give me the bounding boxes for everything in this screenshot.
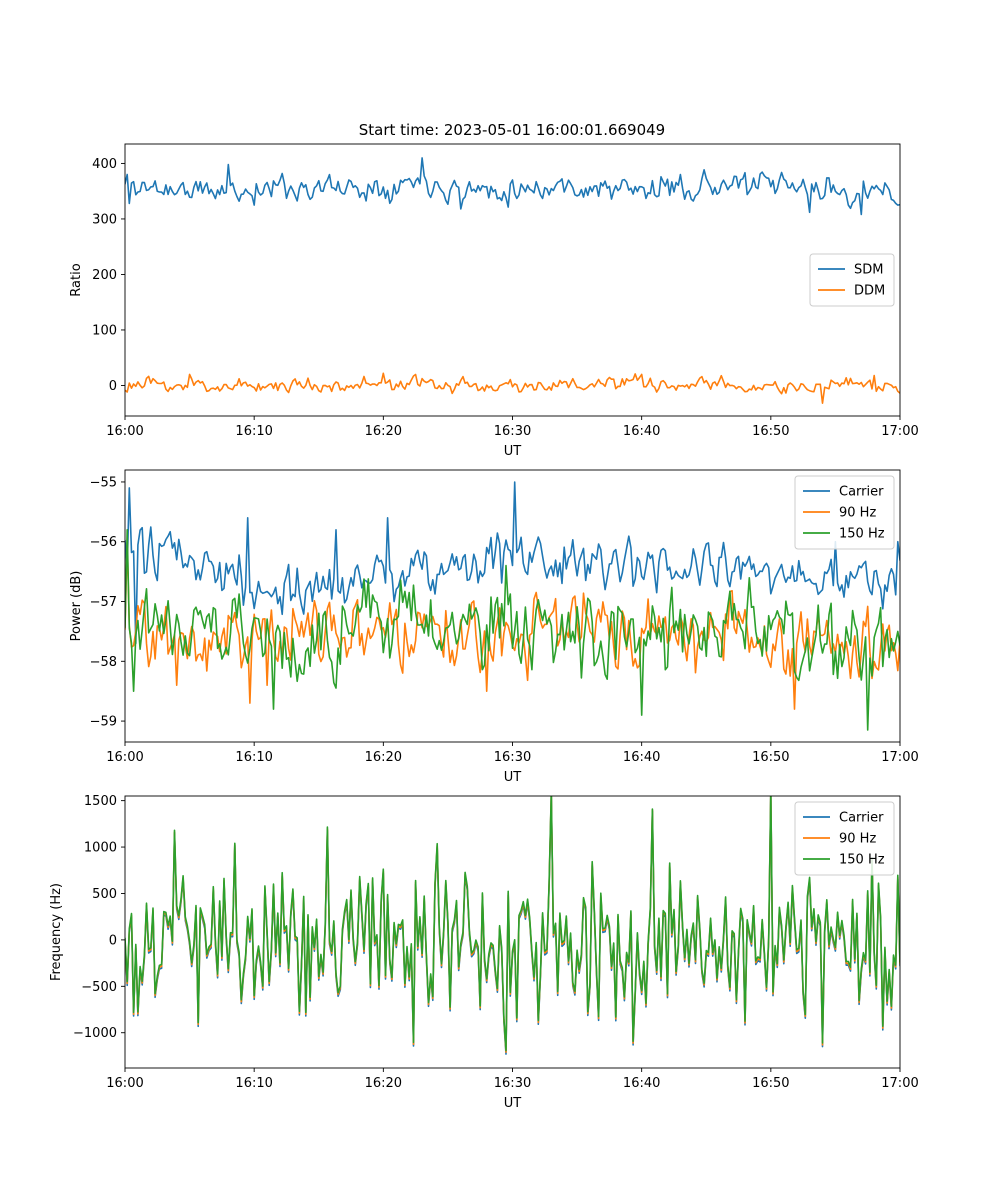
x-tick-label: 16:10	[235, 424, 272, 439]
legend-label: Carrier	[839, 485, 884, 500]
legend: Carrier 90 Hz 150 Hz	[794, 475, 895, 550]
y-axis-label: Ratio	[69, 263, 84, 296]
x-tick-label: 16:50	[752, 424, 789, 439]
y-axis-label: Frequency (Hz)	[49, 883, 64, 981]
legend-box	[794, 801, 895, 876]
figure-title: Start time: 2023-05-01 16:00:01.669049	[359, 121, 665, 139]
plots: 16:00 16:10 16:20 16:30 16:40 16:50 17:00 0 100 2…	[49, 143, 919, 1111]
y-tick-label: −55	[90, 475, 117, 490]
x-tick-label: 16:30	[494, 750, 531, 765]
x-tick-label: 16:20	[365, 750, 402, 765]
x-tick-label: 16:40	[623, 424, 660, 439]
series-line-carrier	[125, 481, 900, 645]
legend-label: 90 Hz	[839, 832, 876, 847]
legend: SDM DDM	[809, 253, 895, 307]
plot-area	[125, 481, 900, 731]
y-axis-label: Power (dB)	[69, 571, 84, 642]
x-tick-label: 16:50	[752, 1076, 789, 1091]
legend-label: SDM	[854, 263, 883, 278]
series-line-ddm	[125, 372, 900, 405]
y-tick-label: 0	[109, 379, 117, 394]
x-axis-label: UT	[504, 770, 522, 785]
x-tick-label: 16:00	[106, 750, 143, 765]
x-tick-label: 16:00	[106, 1076, 143, 1091]
x-tick-label: 16:40	[623, 750, 660, 765]
x-tick-label: 16:20	[365, 424, 402, 439]
legend-label: 150 Hz	[839, 527, 885, 542]
y-tick-label: 1000	[84, 841, 117, 856]
plot-area	[125, 157, 900, 405]
x-tick-label: 17:00	[881, 750, 918, 765]
subplot-1: 16:00 16:10 16:20 16:30 16:40 16:50 17:00 0 100 2…	[69, 143, 919, 459]
series-line-150-hz	[125, 796, 900, 1052]
y-tick-label: 0	[109, 933, 117, 948]
legend: Carrier 90 Hz 150 Hz	[794, 801, 895, 876]
legend-box	[794, 475, 895, 550]
y-tick-label: −57	[90, 595, 117, 610]
x-tick-label: 16:30	[494, 424, 531, 439]
y-tick-label: −58	[90, 655, 117, 670]
y-tick-label: −59	[90, 715, 117, 730]
legend-label: DDM	[854, 284, 885, 299]
subplot-3: 16:00 16:10 16:20 16:30 16:40 16:50 17:00 −1000…	[49, 794, 919, 1111]
subplot-2: 16:00 16:10 16:20 16:30 16:40 16:50 17:00 −59 −5…	[69, 469, 919, 785]
x-tick-label: 16:20	[365, 1076, 402, 1091]
series-line-150-hz	[125, 528, 900, 731]
x-tick-label: 16:40	[623, 1076, 660, 1091]
legend-label: 90 Hz	[839, 506, 876, 521]
x-tick-label: 16:50	[752, 750, 789, 765]
y-tick-label: 500	[92, 887, 117, 902]
y-tick-label: 400	[92, 157, 117, 172]
x-axis-label: UT	[504, 1096, 522, 1111]
x-axis-label: UT	[504, 444, 522, 459]
y-tick-label: −500	[81, 980, 117, 995]
x-tick-label: 17:00	[881, 1076, 918, 1091]
legend-label: 150 Hz	[839, 853, 885, 868]
x-tick-label: 16:00	[106, 424, 143, 439]
x-tick-label: 17:00	[881, 424, 918, 439]
series-line-sdm	[125, 157, 900, 216]
y-tick-label: 1500	[84, 794, 117, 809]
y-tick-label: 200	[92, 268, 117, 283]
legend-label: Carrier	[839, 811, 884, 826]
legend-box	[809, 253, 895, 307]
plot-area	[125, 796, 900, 1055]
x-tick-label: 16:10	[235, 1076, 272, 1091]
y-tick-label: −56	[90, 535, 117, 550]
y-tick-label: −1000	[73, 1026, 117, 1041]
y-tick-label: 100	[92, 323, 117, 338]
x-tick-label: 16:10	[235, 750, 272, 765]
y-tick-label: 300	[92, 212, 117, 227]
x-tick-label: 16:30	[494, 1076, 531, 1091]
